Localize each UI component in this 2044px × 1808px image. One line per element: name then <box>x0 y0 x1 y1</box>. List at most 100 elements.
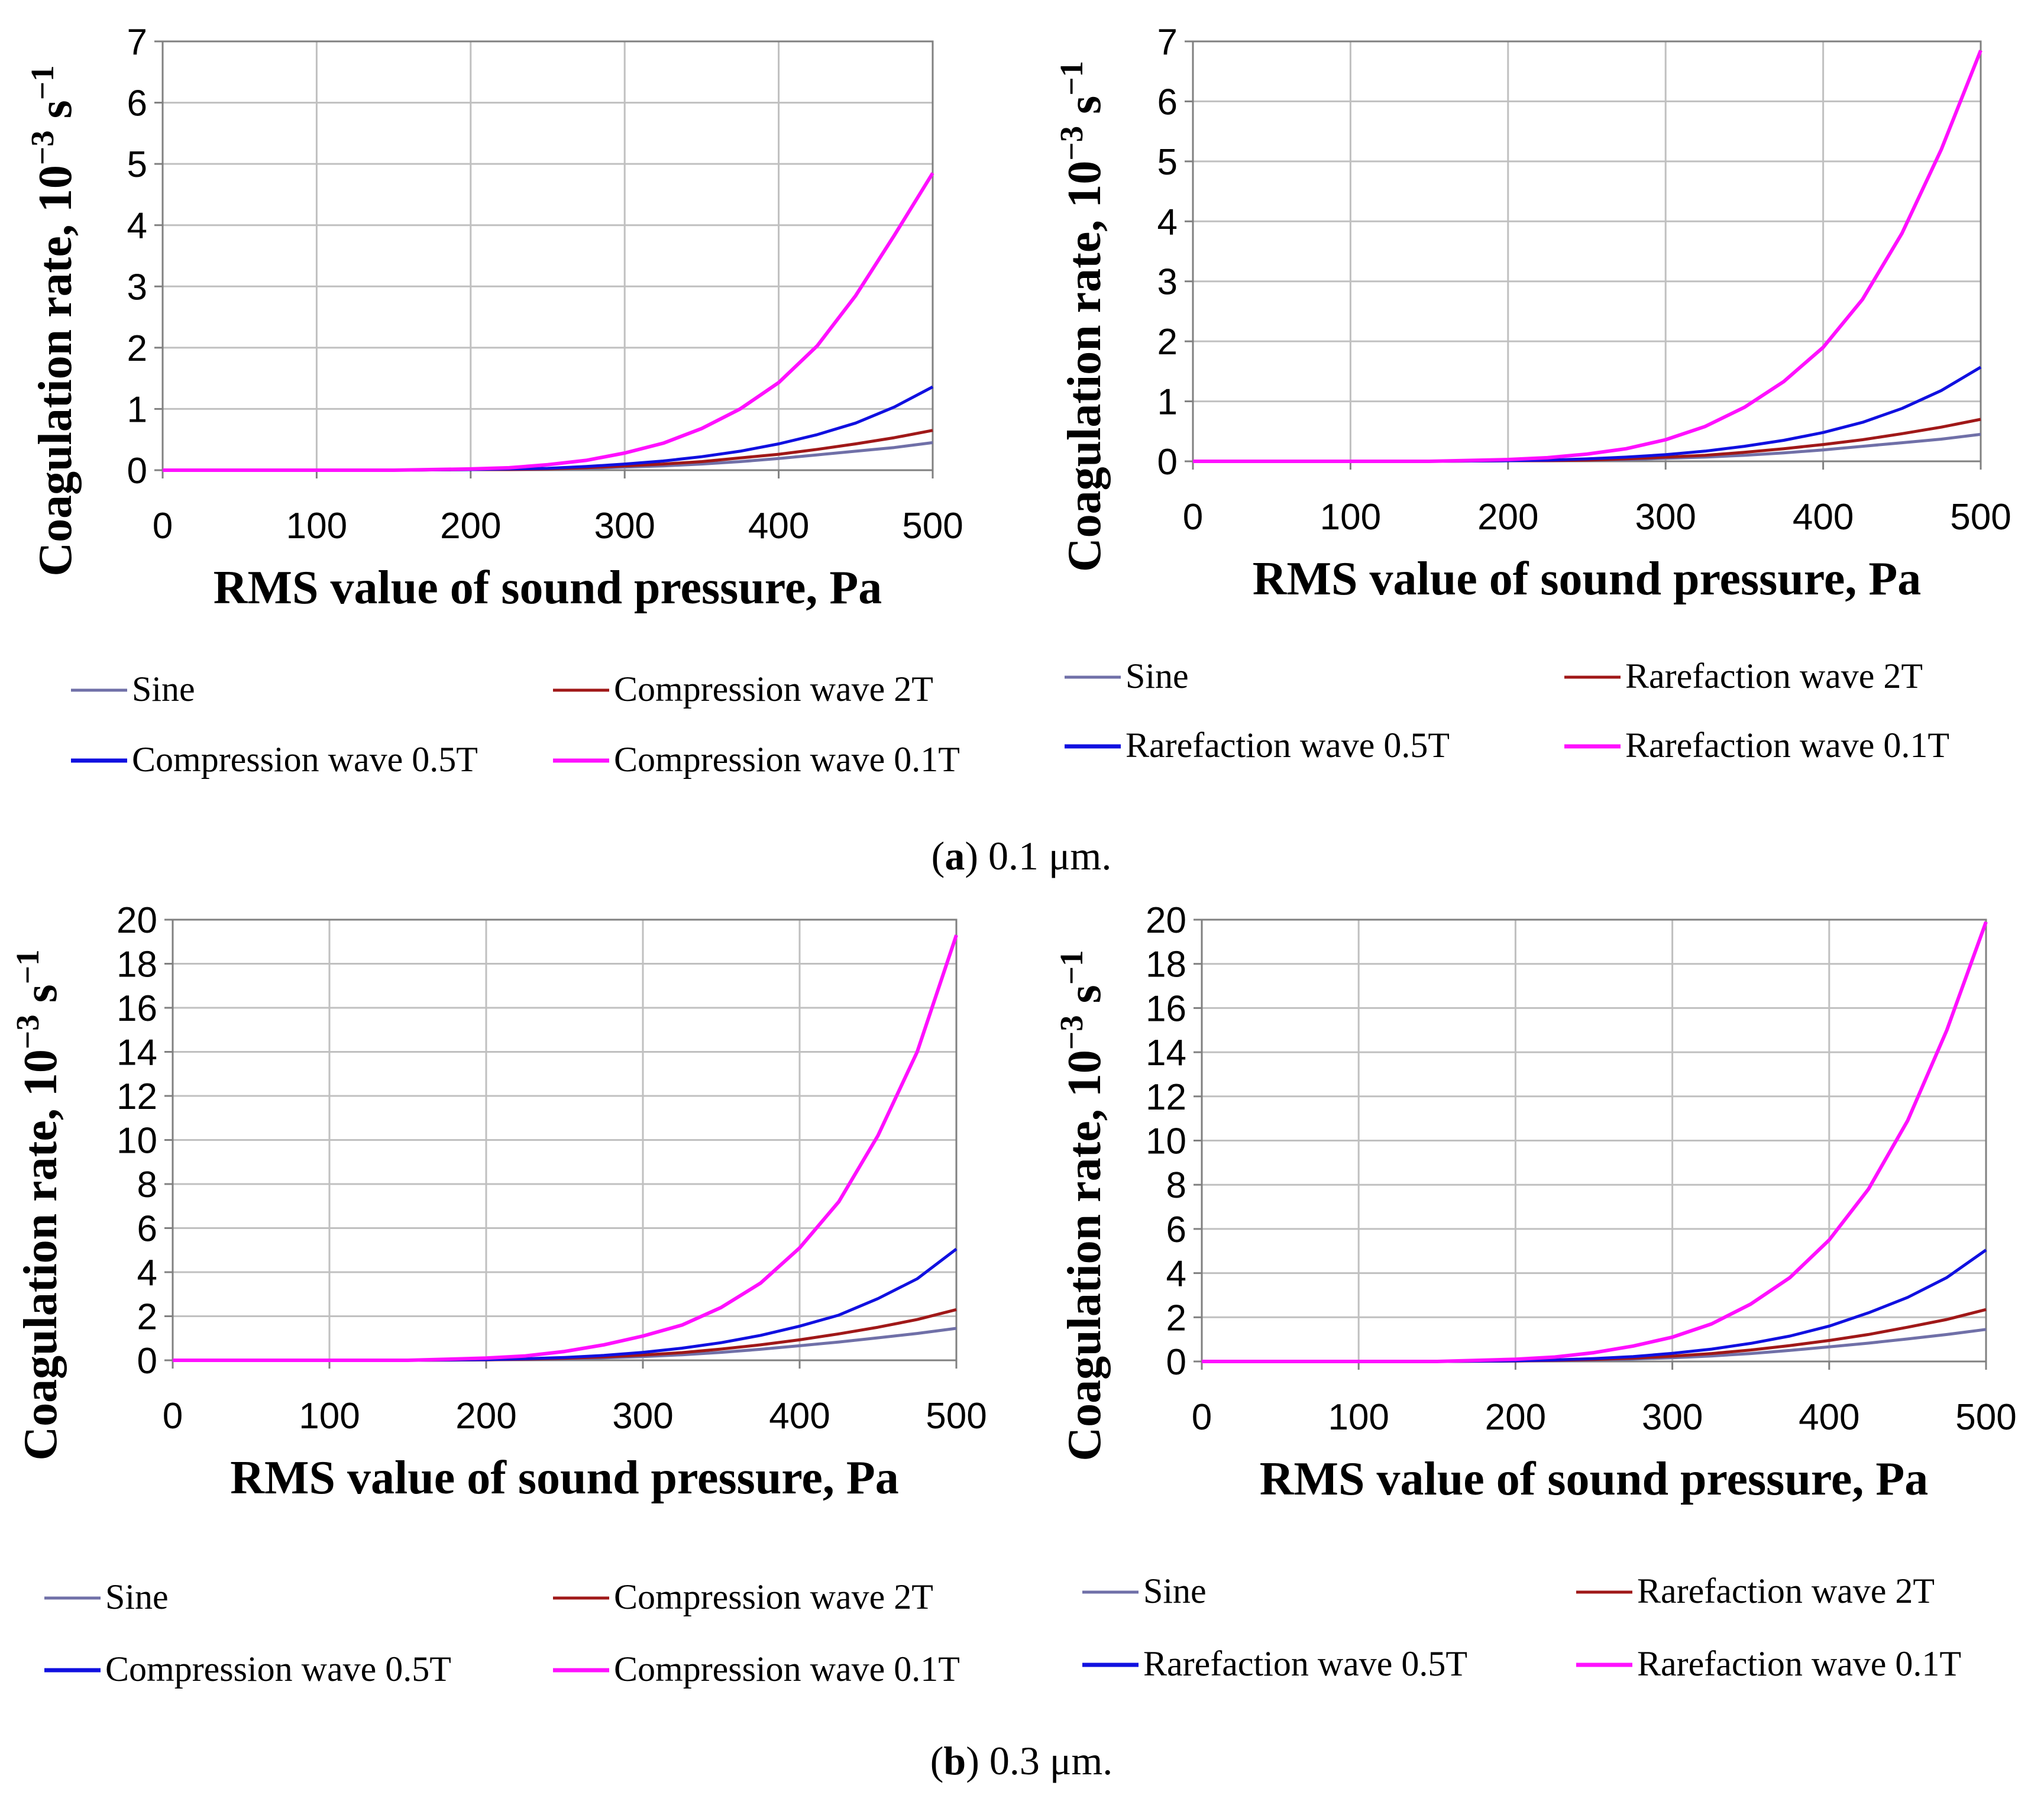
legend-label-4: Compression wave 0.1T <box>614 1649 960 1689</box>
x-tick-label: 400 <box>1799 1397 1859 1438</box>
x-tick-label: 500 <box>926 1396 987 1437</box>
caption-b: (b) 0.3 μm. <box>930 1738 1113 1783</box>
chart-1: 0 1 2 3 4 5 6 7 0 100 200 300 400 500 RMS value of sou… <box>24 22 963 779</box>
y-tick-label: 1 <box>1157 382 1178 423</box>
y-tick-label: 16 <box>117 988 157 1029</box>
x-axis-title: RMS value of sound pressure, Pa <box>214 562 882 614</box>
caption-paren-close: ) <box>966 1738 979 1783</box>
y-tick-label: 5 <box>1157 142 1178 183</box>
legend-label-1: Sine <box>1126 656 1189 696</box>
series-line-3 <box>163 385 934 472</box>
y-axis-title-unit: s <box>15 984 67 1014</box>
caption-label: a <box>945 833 965 878</box>
y-axis-title-main: Coagulation rate, 10 <box>15 1049 67 1461</box>
x-tick-label: 400 <box>769 1396 830 1437</box>
y-tick-label: 10 <box>117 1121 157 1162</box>
legend-label-2: Rarefaction wave 2T <box>1637 1571 1935 1610</box>
y-tick-label: 4 <box>137 1253 157 1293</box>
series-line-4 <box>1193 50 1982 463</box>
x-tick-label: 300 <box>1635 497 1696 538</box>
y-axis-title: Coagulation rate, 10−3 s−1 <box>9 949 67 1460</box>
y-tick-label: 0 <box>1166 1342 1186 1383</box>
y-tick-label: 7 <box>127 22 147 63</box>
x-tick-label: 0 <box>163 1396 183 1437</box>
y-tick-label: 6 <box>137 1209 157 1250</box>
x-tick-label: 100 <box>1328 1397 1389 1438</box>
x-tick-label: 500 <box>902 506 963 546</box>
x-tick-label: 400 <box>748 506 809 546</box>
y-tick-label: 3 <box>1157 262 1178 303</box>
series-line-3 <box>173 1247 958 1362</box>
y-tick-label: 8 <box>1166 1165 1186 1206</box>
legend-label-2: Compression wave 2T <box>614 669 933 709</box>
y-tick-label: 12 <box>117 1076 157 1117</box>
legend-label-3: Compression wave 0.5T <box>105 1649 451 1689</box>
x-tick-label: 100 <box>286 506 347 546</box>
y-axis-title-exp1: −3 <box>24 130 60 165</box>
y-tick-label: 16 <box>1146 988 1186 1029</box>
y-axis-title: Coagulation rate, 10−3 s−1 <box>24 65 82 576</box>
caption-text: 0.3 μm. <box>979 1738 1112 1783</box>
y-tick-label: 4 <box>127 206 147 247</box>
plot-frame <box>161 40 934 471</box>
x-tick-label: 200 <box>1485 1397 1546 1438</box>
x-tick-label: 100 <box>1320 497 1381 538</box>
y-axis-title-exp2: −1 <box>1053 950 1089 985</box>
x-tick-label: 300 <box>1642 1397 1703 1438</box>
series-line-3 <box>1202 1249 1987 1363</box>
legend-label-4: Rarefaction wave 0.1T <box>1637 1644 1961 1683</box>
x-axis-title: RMS value of sound pressure, Pa <box>1253 553 1922 605</box>
caption-text: 0.1 μm. <box>978 833 1111 878</box>
legend-label-3: Rarefaction wave 0.5T <box>1126 726 1450 765</box>
y-axis-title-exp1: −3 <box>1053 1015 1089 1050</box>
y-tick-label: 5 <box>127 144 147 185</box>
x-tick-label: 400 <box>1793 497 1854 538</box>
y-tick-label: 3 <box>127 267 147 308</box>
y-tick-label: 18 <box>1146 945 1186 985</box>
y-tick-label: 20 <box>1146 900 1186 941</box>
y-axis-title-exp1: −3 <box>1053 126 1089 161</box>
legend-label-1: Sine <box>1143 1571 1207 1610</box>
y-tick-label: 20 <box>117 900 157 941</box>
y-tick-label: 6 <box>127 83 147 124</box>
x-tick-label: 300 <box>594 506 655 546</box>
y-tick-label: 2 <box>127 328 147 369</box>
y-axis-title-main: Coagulation rate, 10 <box>1059 161 1111 573</box>
legend-label-4: Compression wave 0.1T <box>614 740 960 779</box>
caption-paren-open: ( <box>932 833 945 878</box>
x-tick-label: 500 <box>1955 1397 2016 1438</box>
y-tick-label: 2 <box>137 1297 157 1338</box>
legend-label-1: Sine <box>105 1577 169 1616</box>
x-tick-label: 200 <box>1477 497 1538 538</box>
y-tick-label: 4 <box>1157 202 1178 242</box>
legend-label-1: Sine <box>132 669 195 709</box>
caption-paren-open: ( <box>930 1738 944 1783</box>
chart-2: 0 1 2 3 4 5 6 7 0 100 200 300 400 500 RMS value of sou… <box>1053 22 2011 765</box>
y-tick-label: 2 <box>1166 1298 1186 1338</box>
y-axis-title-exp2: −1 <box>24 65 60 100</box>
y-tick-label: 14 <box>1146 1033 1186 1073</box>
y-tick-label: 0 <box>127 451 147 491</box>
y-axis-title-unit: s <box>1059 96 1111 126</box>
y-tick-label: 6 <box>1166 1209 1186 1250</box>
y-axis-title-main: Coagulation rate, 10 <box>1059 1050 1111 1461</box>
y-tick-label: 6 <box>1157 82 1178 122</box>
caption-a: (a) 0.1 μm. <box>932 833 1112 878</box>
x-axis-title: RMS value of sound pressure, Pa <box>230 1452 899 1504</box>
x-tick-label: 0 <box>153 506 173 546</box>
legend-label-2: Rarefaction wave 2T <box>1625 656 1923 696</box>
x-tick-label: 200 <box>455 1396 516 1437</box>
y-tick-label: 4 <box>1166 1254 1186 1295</box>
x-tick-label: 300 <box>612 1396 673 1437</box>
series-line-4 <box>163 172 934 472</box>
y-tick-label: 14 <box>117 1033 157 1073</box>
y-tick-label: 8 <box>137 1165 157 1205</box>
y-tick-label: 2 <box>1157 322 1178 363</box>
y-axis-title: Coagulation rate, 10−3 s−1 <box>1053 950 1111 1461</box>
y-axis-title-main: Coagulation rate, 10 <box>30 165 82 577</box>
caption-label: b <box>943 1738 966 1783</box>
y-axis-title-unit: s <box>1059 985 1111 1015</box>
